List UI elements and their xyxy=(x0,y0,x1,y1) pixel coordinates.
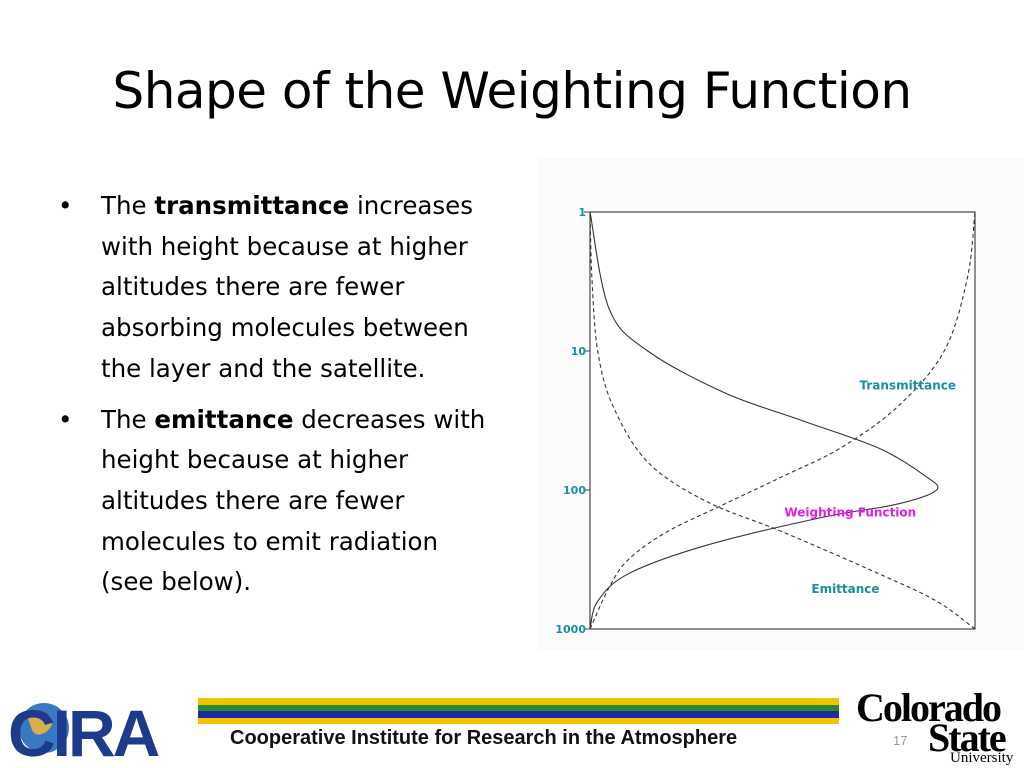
cira-logo: CIRA xyxy=(8,688,198,768)
bullet-text-rest: increases with height because at higher … xyxy=(101,191,474,383)
footer-org-name: Cooperative Institute for Research in th… xyxy=(230,727,738,749)
y-tick-label: 1000 xyxy=(555,623,586,636)
page-number: 17 xyxy=(893,733,908,748)
bullet-item: • The transmittance increases with heigh… xyxy=(58,186,498,390)
bullet-bold-term: transmittance xyxy=(154,191,350,220)
series-label-transmittance: Transmittance xyxy=(860,379,957,393)
bullet-dot: • xyxy=(58,404,73,434)
bullet-text-start: The xyxy=(101,404,155,434)
plot-frame xyxy=(589,211,976,630)
csu-logo-line1: Colorado xyxy=(856,685,1002,730)
bullet-text-start: The xyxy=(101,191,155,220)
bullet-dot: • xyxy=(58,191,73,220)
series-line-weighting-function xyxy=(589,211,939,630)
y-tick-label: 100 xyxy=(563,484,586,497)
bullet-list: • The transmittance increases with heigh… xyxy=(58,186,498,613)
cira-logo-text: CIRA xyxy=(8,696,159,763)
series-label-weighting-function: Weighting Function xyxy=(784,505,916,519)
csu-logo-line2: State xyxy=(928,715,1007,760)
series-line-transmittance xyxy=(589,211,976,630)
slide-title: Shape of the Weighting Function xyxy=(112,62,912,120)
csu-logo-line3: University xyxy=(950,750,1014,766)
footer-stripe xyxy=(198,717,839,724)
weighting-function-chart: 1 10 100 1000 Transmittance Weighting Functio… xyxy=(555,206,976,636)
y-tick-label: 10 xyxy=(571,345,587,358)
footer-stripe xyxy=(198,698,839,705)
footer-stripes xyxy=(198,698,839,724)
chart-panel: 1 10 100 1000 Transmittance Weighting Functio… xyxy=(537,158,1024,650)
bullet-item: • The emittance decreases with height be… xyxy=(58,400,498,604)
y-tick-label: 1 xyxy=(578,206,586,219)
csu-logo: Colorado State University xyxy=(852,688,1024,768)
footer-stripe xyxy=(198,704,839,711)
bullet-text-rest: decreases with height because at higher … xyxy=(101,404,486,597)
series-label-emittance: Emittance xyxy=(811,582,879,596)
series-line-emittance xyxy=(589,211,976,630)
globe-land-icon xyxy=(28,713,53,735)
cira-logo-graphic: CIRA xyxy=(8,696,162,768)
footer-stripe xyxy=(198,711,839,718)
bullet-bold-term: emittance xyxy=(154,404,294,434)
